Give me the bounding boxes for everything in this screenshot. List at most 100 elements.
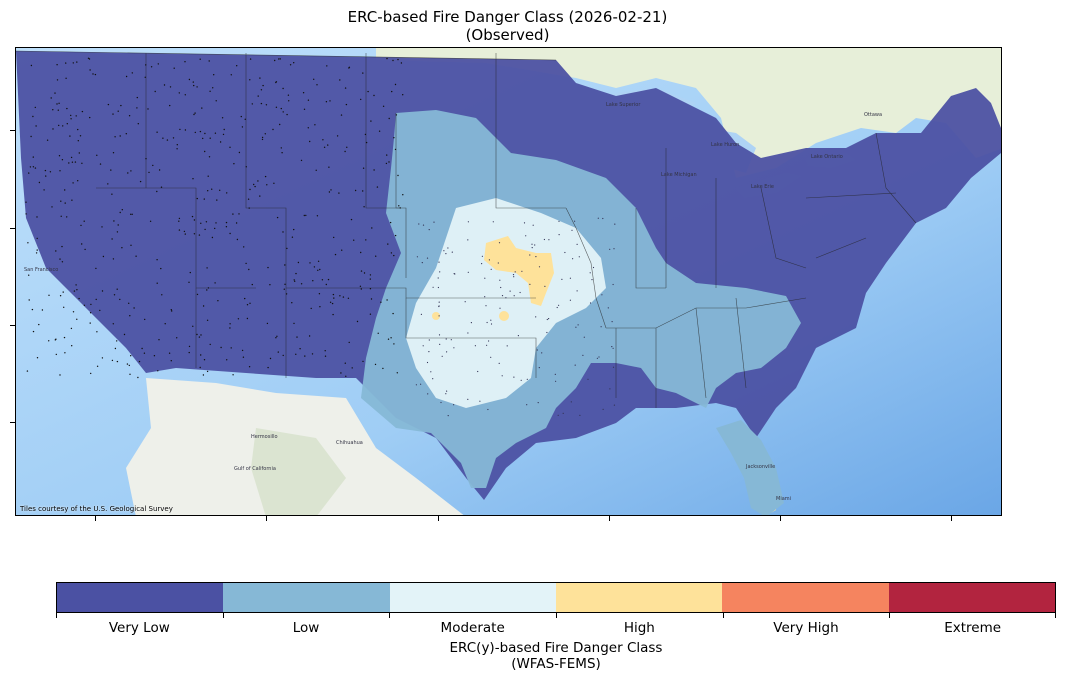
station-dot xyxy=(95,298,97,301)
station-dot xyxy=(307,127,309,129)
station-dot xyxy=(176,144,178,146)
station-dot xyxy=(184,61,186,63)
station-dot xyxy=(207,190,209,192)
station-dot xyxy=(488,340,490,342)
station-dot xyxy=(110,169,112,171)
station-dot xyxy=(285,293,288,295)
station-dot xyxy=(266,322,269,325)
station-dot xyxy=(578,256,580,258)
station-dot xyxy=(148,171,150,174)
station-dot xyxy=(272,128,274,131)
station-dot xyxy=(382,105,385,107)
station-dot xyxy=(84,248,86,251)
station-dot xyxy=(598,356,600,358)
station-dot xyxy=(245,166,247,168)
station-dot xyxy=(196,197,198,200)
station-dot xyxy=(505,297,507,299)
station-dot xyxy=(121,209,124,211)
station-dot xyxy=(447,247,449,249)
legend-tick xyxy=(389,613,391,618)
station-dot xyxy=(237,318,240,320)
station-dot xyxy=(137,123,139,125)
station-dot xyxy=(38,323,40,326)
station-dot xyxy=(87,57,90,59)
station-dot xyxy=(230,74,232,76)
station-dot xyxy=(264,175,267,178)
station-dot xyxy=(68,162,70,164)
station-dot xyxy=(76,289,78,291)
station-dot xyxy=(114,136,116,138)
station-dot xyxy=(96,365,99,367)
station-dot xyxy=(157,63,159,65)
station-dot xyxy=(304,355,306,357)
legend-tick xyxy=(1055,613,1056,618)
station-dot xyxy=(369,313,372,315)
station-dot xyxy=(332,293,335,296)
station-dot xyxy=(288,100,290,102)
station-dot xyxy=(477,370,479,373)
station-dot xyxy=(116,360,119,363)
station-dot xyxy=(467,239,469,241)
station-dot xyxy=(183,230,186,233)
station-dot xyxy=(36,249,38,251)
station-dot xyxy=(217,300,219,302)
station-dot xyxy=(486,321,488,324)
station-dot xyxy=(348,67,350,69)
station-dot xyxy=(219,189,221,191)
station-dot xyxy=(467,398,469,400)
station-dot xyxy=(229,323,231,325)
station-dot xyxy=(48,340,50,342)
station-dot xyxy=(490,319,492,321)
station-dot xyxy=(203,198,205,200)
station-dot xyxy=(418,223,420,225)
station-dot xyxy=(147,108,149,110)
station-dot xyxy=(139,180,142,183)
station-dot xyxy=(432,378,434,380)
station-dot xyxy=(254,185,256,188)
station-dot xyxy=(363,272,366,274)
station-dot xyxy=(172,137,175,139)
station-dot xyxy=(338,192,340,194)
station-dot xyxy=(130,355,132,357)
station-dot xyxy=(422,224,425,226)
station-dot xyxy=(199,58,201,60)
station-dot xyxy=(58,102,60,104)
station-dot xyxy=(428,229,430,231)
station-dot xyxy=(202,374,205,376)
station-dot xyxy=(59,170,61,172)
station-dot xyxy=(45,175,47,177)
station-dot xyxy=(35,125,37,127)
station-dot xyxy=(71,345,73,347)
station-dot xyxy=(99,309,101,312)
station-dot xyxy=(269,357,272,360)
station-dot xyxy=(428,351,430,353)
station-dot xyxy=(485,305,487,307)
station-dot xyxy=(577,324,579,326)
station-dot xyxy=(131,213,133,215)
station-dot xyxy=(70,114,72,117)
station-dot xyxy=(438,334,441,336)
station-dot xyxy=(92,73,94,75)
station-dot xyxy=(240,115,242,118)
station-dot xyxy=(101,226,103,228)
station-dot xyxy=(317,269,319,271)
station-dot xyxy=(204,150,206,153)
station-dot xyxy=(62,125,64,127)
station-dot xyxy=(63,306,65,308)
station-dot xyxy=(55,353,57,356)
station-dot xyxy=(184,233,186,235)
y-axis-tick xyxy=(10,228,15,229)
station-dot xyxy=(438,301,440,303)
station-dot xyxy=(229,232,231,235)
station-dot xyxy=(556,306,558,309)
station-dot xyxy=(236,238,239,241)
station-dot xyxy=(344,87,347,89)
station-dot xyxy=(500,286,502,289)
station-dot xyxy=(90,303,92,306)
station-dot xyxy=(205,221,208,223)
station-dot xyxy=(373,169,375,171)
station-dot xyxy=(28,172,30,174)
station-dot xyxy=(192,178,194,180)
map-panel[interactable]: San Francisco Chihuahua Hermosillo Gulf … xyxy=(15,47,1002,516)
legend-swatch-very-low xyxy=(57,583,224,612)
